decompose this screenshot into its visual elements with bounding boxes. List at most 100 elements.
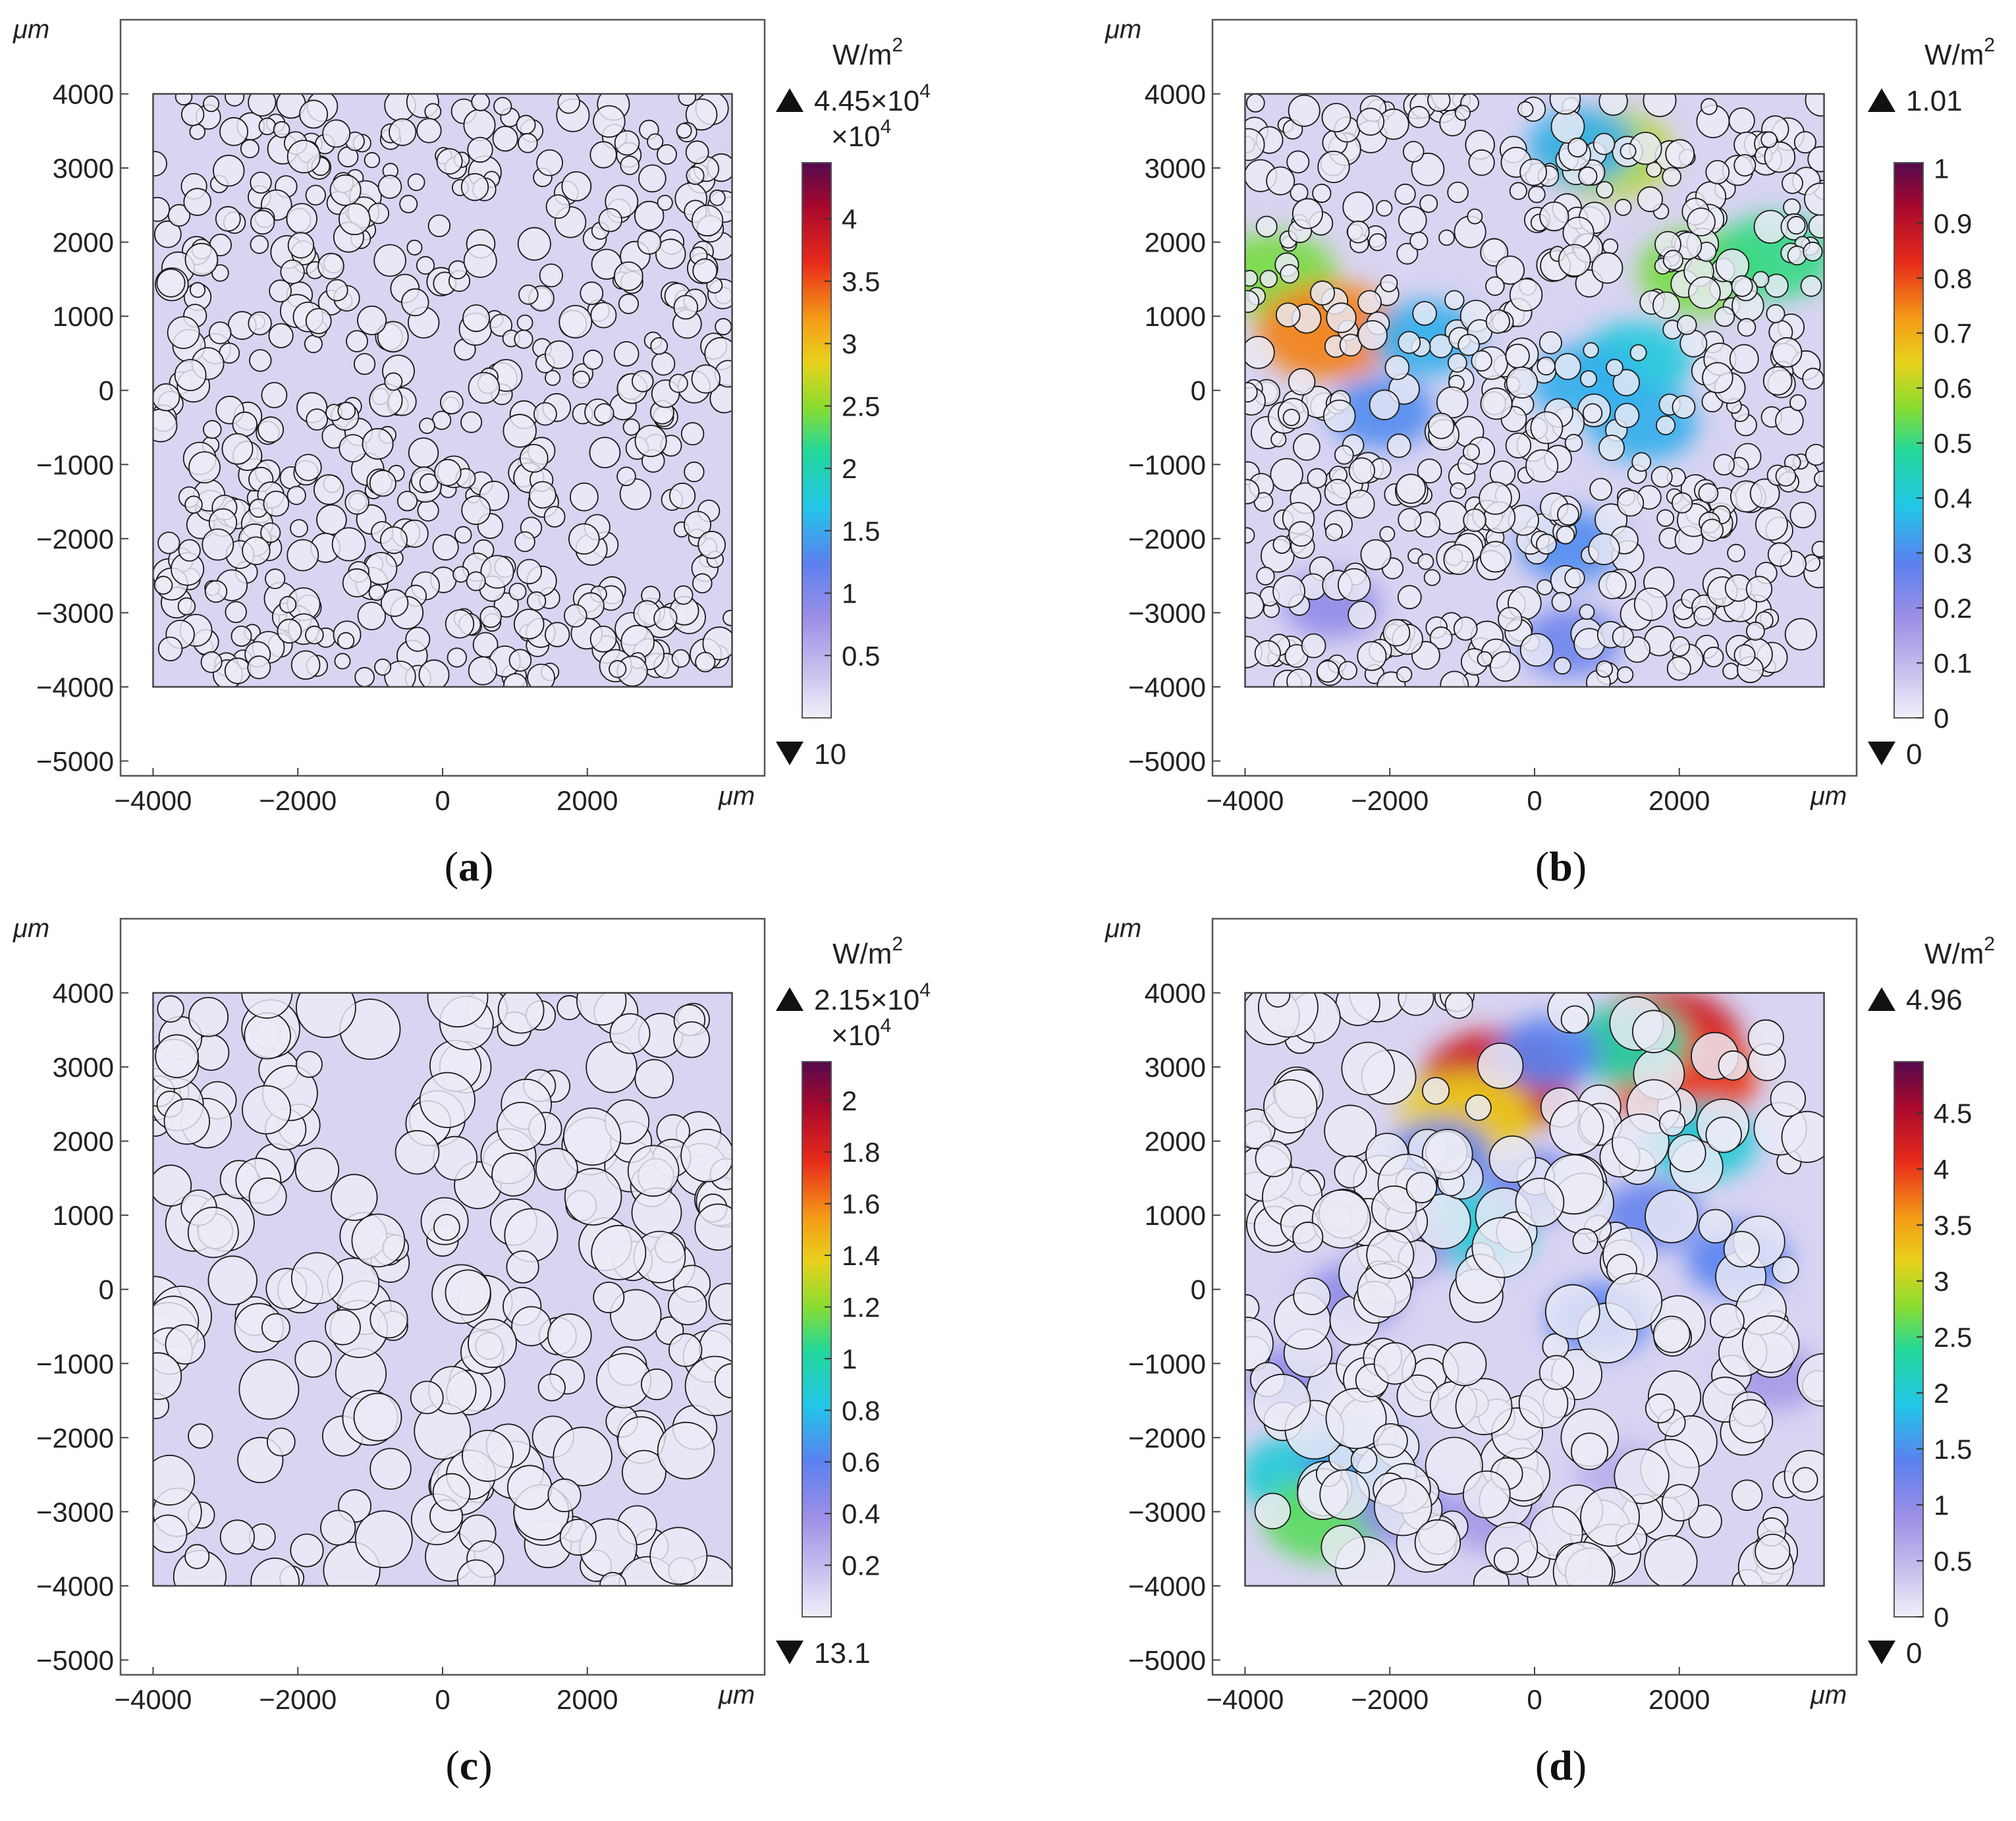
particle <box>1767 542 1793 567</box>
particle <box>1519 158 1547 186</box>
x-tick-label: −4000 <box>1206 785 1284 816</box>
particle <box>1782 172 1803 194</box>
particle <box>202 95 220 113</box>
particle <box>202 528 234 561</box>
particle <box>668 482 696 510</box>
y-tick-label: −1000 <box>1128 449 1206 480</box>
particle <box>668 1333 703 1367</box>
panel-d: 40003000200010000−1000−2000−3000−4000−50… <box>1104 914 1995 1789</box>
particle <box>1334 445 1354 465</box>
particle <box>1631 452 1652 472</box>
particle <box>1338 661 1357 680</box>
max-triangle-icon <box>1868 987 1895 1011</box>
particle <box>695 651 716 672</box>
particle <box>678 94 697 106</box>
particle <box>337 401 356 420</box>
particle <box>557 94 580 114</box>
particle <box>263 490 290 517</box>
particle <box>1376 200 1393 217</box>
y-tick-label: 3000 <box>1145 1052 1206 1083</box>
particle <box>547 1313 592 1358</box>
colorbar-tick-label: 1 <box>842 578 857 609</box>
particle <box>1729 344 1759 374</box>
particle <box>447 647 468 668</box>
particle <box>1665 139 1695 169</box>
particle <box>533 402 557 426</box>
colorbar: W/m2 4.96 0 4.5 4 3.5 3 2.5 2 1.5 1 0.5 0 <box>1868 933 1995 1670</box>
y-tick-label: −5000 <box>1128 746 1206 776</box>
min-triangle-icon <box>1868 742 1895 765</box>
particle <box>1583 342 1599 358</box>
particle <box>1589 477 1612 501</box>
particle <box>1755 1533 1791 1569</box>
particle <box>1787 215 1806 235</box>
colorbar-min-label: 13.1 <box>814 1637 871 1670</box>
particle <box>1554 353 1581 381</box>
particle <box>153 1352 182 1400</box>
particle <box>219 117 248 146</box>
panel-caption: (a) <box>445 843 494 890</box>
particle <box>410 1380 444 1415</box>
x-tick-label: −2000 <box>1351 1684 1429 1715</box>
particle <box>261 1313 290 1343</box>
min-triangle-icon <box>1868 1641 1895 1664</box>
particle <box>380 589 409 617</box>
particle <box>657 1421 715 1480</box>
particle <box>653 606 678 631</box>
particle <box>1380 274 1398 292</box>
particle <box>407 173 425 192</box>
particle <box>1322 399 1356 433</box>
particle <box>286 539 319 572</box>
particle <box>537 1373 566 1401</box>
particle <box>1770 1081 1806 1117</box>
particle <box>1614 198 1632 216</box>
colorbar-tick-label: 1.8 <box>842 1137 880 1168</box>
colorbar-unit: W/m2 <box>832 34 903 71</box>
particle <box>591 1224 647 1280</box>
colorbar-tick-label: 3 <box>1934 1266 1949 1297</box>
colorbar-tick-label: 0.5 <box>1934 428 1972 459</box>
particle <box>1458 333 1480 356</box>
particle <box>1326 302 1357 333</box>
particle <box>1687 207 1716 236</box>
particle <box>1263 1079 1318 1134</box>
particle <box>692 204 724 236</box>
particle <box>634 200 665 231</box>
colorbar: W/m2 1.01 0 1 0.9 0.8 0.7 0.6 0.5 0.4 0.3 0.2 0.1 0 <box>1868 34 1995 771</box>
particle <box>377 175 402 199</box>
particle <box>1417 553 1434 570</box>
particle <box>433 458 462 487</box>
particle <box>1760 131 1778 148</box>
particle <box>1766 304 1785 323</box>
particle <box>353 1392 402 1442</box>
particle <box>1814 470 1824 487</box>
particle <box>290 519 308 537</box>
particle <box>305 625 324 645</box>
particle <box>1471 350 1492 372</box>
particle <box>224 657 252 684</box>
particle <box>1656 415 1676 435</box>
particle <box>1652 1315 1691 1353</box>
particle <box>1598 570 1627 599</box>
particle <box>1255 215 1278 238</box>
particle <box>1398 992 1434 1016</box>
particle <box>1598 435 1625 462</box>
particle <box>508 649 532 672</box>
particle <box>1544 1284 1600 1340</box>
particle <box>1731 1479 1763 1511</box>
particle <box>1434 501 1469 535</box>
particle <box>479 606 502 628</box>
panel-c: 40003000200010000−1000−2000−3000−4000−50… <box>13 914 931 1789</box>
particle <box>1775 406 1804 435</box>
x-tick-label: −2000 <box>259 785 337 816</box>
colorbar-tick-label: 2 <box>1934 1378 1949 1409</box>
particle <box>1447 353 1467 373</box>
particle <box>384 372 403 391</box>
particle <box>1596 180 1614 199</box>
particle <box>1253 1373 1311 1432</box>
particle <box>157 995 184 1023</box>
particle <box>1688 276 1721 310</box>
particle <box>432 1473 471 1511</box>
particle <box>634 1059 674 1099</box>
particle <box>468 1318 517 1369</box>
